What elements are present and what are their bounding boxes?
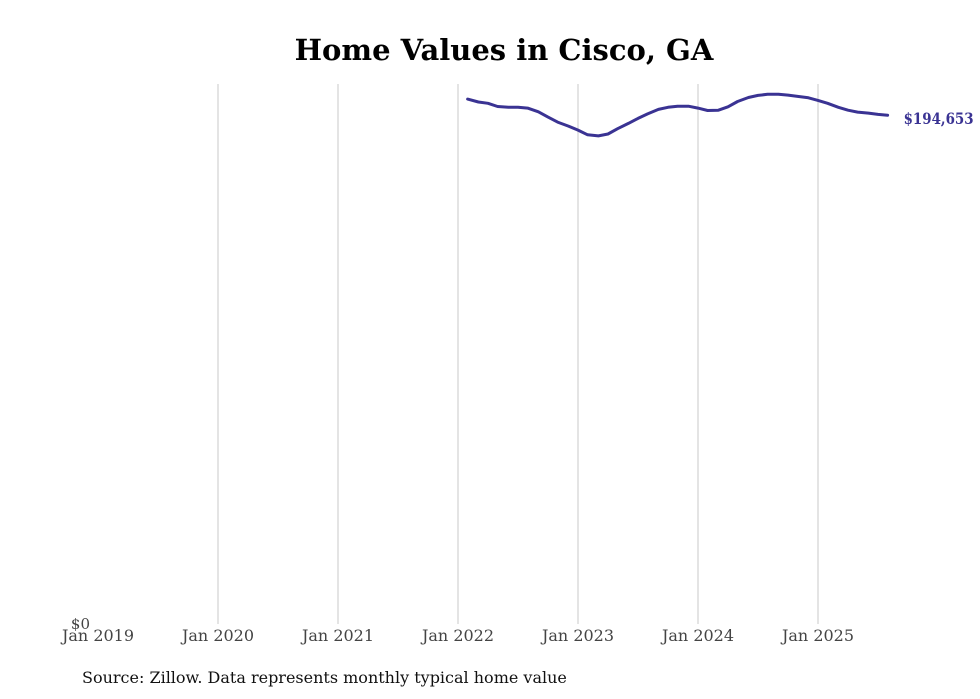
x-axis-ticks: Jan 2019 Jan 2020 Jan 2021 Jan 2022 Jan 2023… [60, 626, 854, 645]
chart-title: Home Values in Cisco, GA [295, 33, 714, 67]
x-tick-label: Jan 2019 [60, 626, 134, 645]
home-value-line [466, 92, 890, 138]
x-tick-label: Jan 2020 [180, 626, 254, 645]
x-tick-label: Jan 2022 [420, 626, 494, 645]
x-tick-label: Jan 2021 [300, 626, 374, 645]
y-axis-ticks: $0 [71, 615, 90, 633]
y-tick-label: $0 [71, 615, 90, 633]
source-note: Source: Zillow. Data represents monthly … [82, 668, 567, 687]
x-tick-label: Jan 2023 [540, 626, 614, 645]
x-tick-label: Jan 2025 [780, 626, 854, 645]
latest-value-label: $194,653 [904, 109, 974, 128]
vertical-gridlines [217, 84, 819, 624]
x-tick-label: Jan 2024 [660, 626, 734, 645]
